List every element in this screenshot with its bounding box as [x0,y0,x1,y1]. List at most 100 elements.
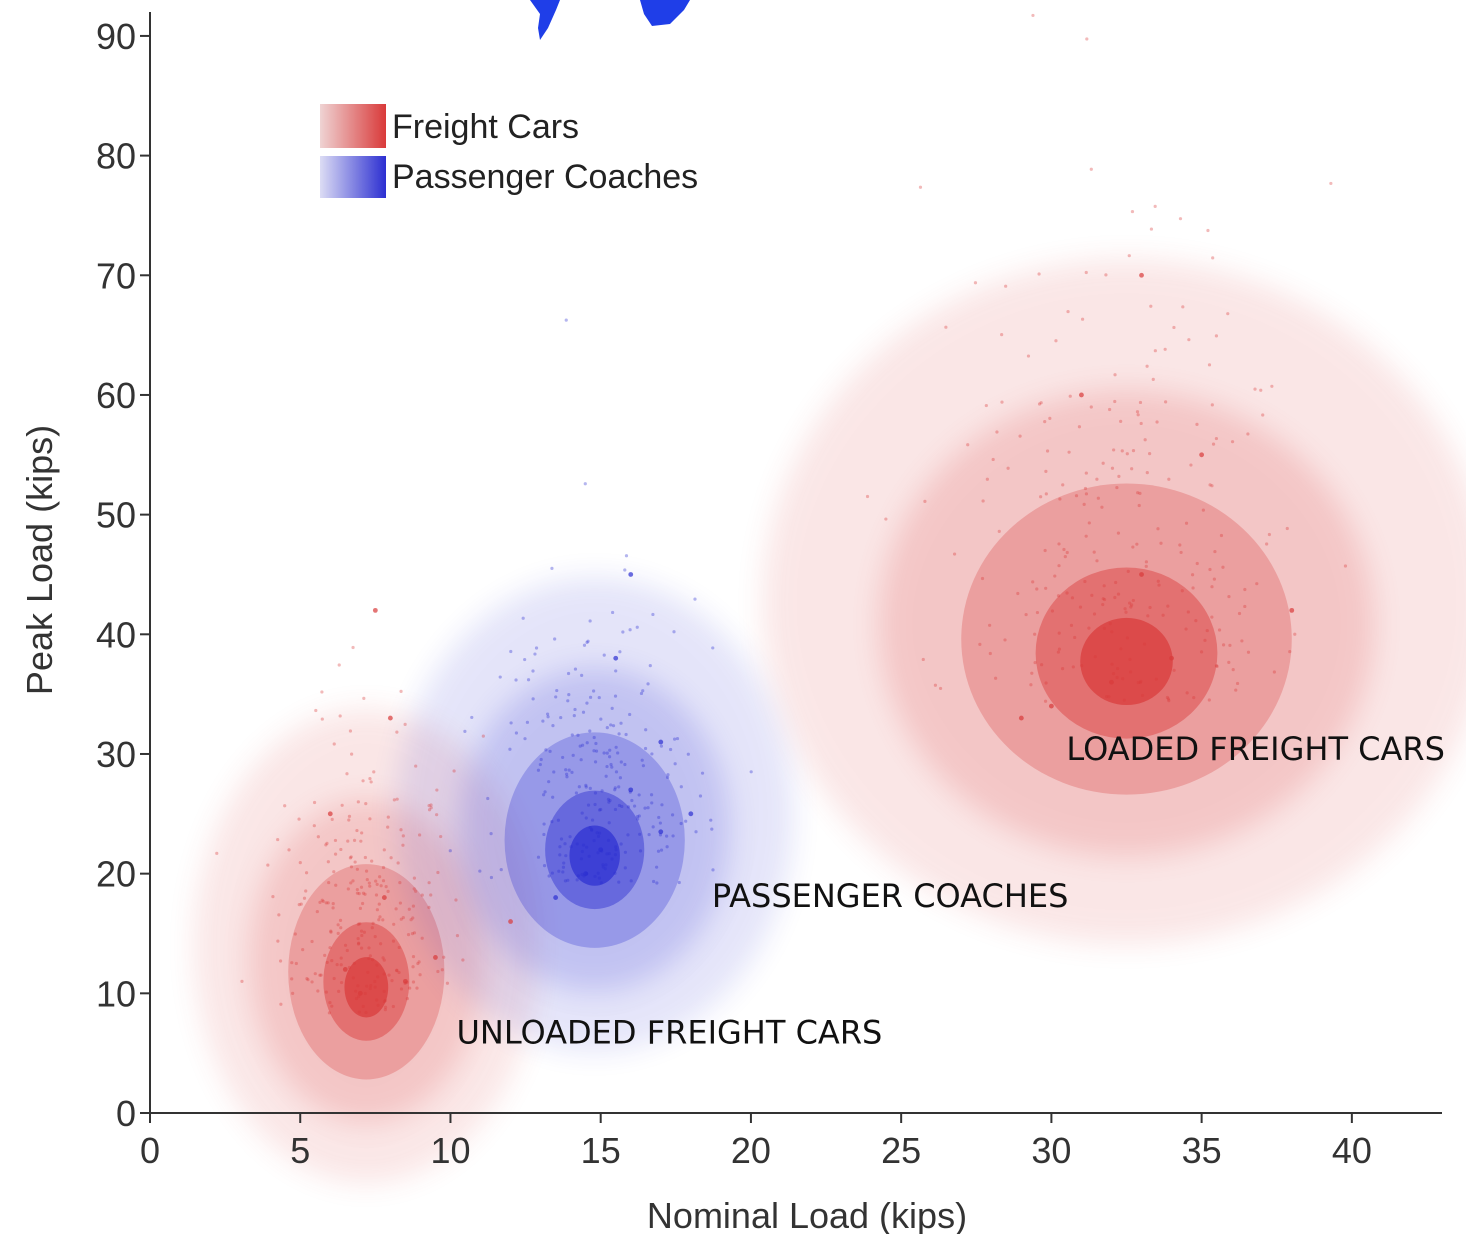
data-point [1166,604,1170,608]
data-point [593,802,597,807]
data-point [329,930,333,934]
data-point [290,977,294,981]
data-point [415,986,419,990]
data-point [353,860,357,864]
data-point [362,930,367,934]
data-point [1125,452,1129,456]
data-point [658,739,664,745]
data-point [356,800,360,804]
y-ticks: 0 10 20 30 40 50 60 70 80 90 [96,16,150,1134]
data-point [646,682,650,686]
data-point [1113,595,1117,600]
data-point [509,721,513,725]
data-point [1113,373,1117,377]
data-point [387,973,391,977]
data-point [997,529,1001,533]
data-point [387,715,393,721]
data-point [564,318,568,322]
data-point [375,998,379,1002]
data-point [427,808,432,812]
data-point [592,689,596,693]
data-point [364,869,369,873]
data-point [1167,699,1171,703]
data-point [582,643,587,647]
data-point [1213,549,1217,554]
data-point [356,922,360,926]
data-point [320,898,324,902]
data-point [1082,502,1086,506]
data-point [1112,448,1116,452]
data-point [420,936,424,940]
data-point [1145,364,1149,368]
data-point [633,804,637,808]
data-point [669,747,673,752]
data-point [567,693,571,697]
data-point [1058,497,1062,501]
data-point [597,695,601,700]
data-point [648,664,652,668]
data-point [1110,466,1115,470]
data-point [1201,508,1205,512]
data-point [1194,619,1198,623]
data-point [593,791,598,795]
data-point [545,712,550,716]
data-point [1215,664,1219,668]
data-point [355,828,359,833]
data-point [599,717,603,721]
data-point [331,906,335,910]
data-point [1135,410,1140,414]
data-point [1161,613,1165,617]
data-point [409,918,413,922]
data-point [1288,649,1292,654]
data-point [640,758,644,762]
data-point [576,733,580,737]
data-point [638,832,642,836]
data-point [1114,580,1118,585]
data-point [1156,527,1160,531]
data-point [1214,334,1219,338]
data-point [644,728,648,732]
data-point [283,804,287,808]
data-point [347,814,352,818]
data-point [1178,543,1182,547]
data-point [1228,643,1232,647]
data-point [1029,683,1033,687]
y-tick-label: 20 [96,854,136,895]
data-point [402,978,408,984]
data-point [700,771,705,775]
data-point [598,847,604,853]
data-point [587,854,591,858]
data-point [351,879,355,883]
data-point [588,825,592,830]
data-point [1137,503,1141,508]
data-point [349,855,353,859]
data-point [416,961,420,966]
data-point [405,980,409,984]
data-point [1187,338,1191,342]
data-point [1179,550,1183,555]
y-tick-label: 30 [96,734,136,775]
data-point [1043,419,1047,424]
data-point [336,923,340,927]
data-point [1087,626,1091,630]
data-point [544,748,548,752]
data-point [326,901,330,905]
data-point [918,185,923,189]
data-point [623,568,627,572]
data-point [1130,603,1134,607]
data-point [382,999,387,1004]
data-point [304,871,309,875]
data-point [1057,647,1062,651]
data-point [538,762,542,767]
data-point [1060,667,1065,671]
data-point [1153,204,1157,209]
data-point [749,770,753,774]
data-point [654,865,659,869]
data-point [349,881,353,885]
annotations: LOADED FREIGHT CARS PASSENGER COACHES UN… [456,730,1444,1052]
data-point [1149,304,1153,308]
data-point [1166,697,1171,701]
data-point [673,737,677,741]
data-point [401,916,405,920]
x-tick-label: 5 [290,1130,310,1171]
